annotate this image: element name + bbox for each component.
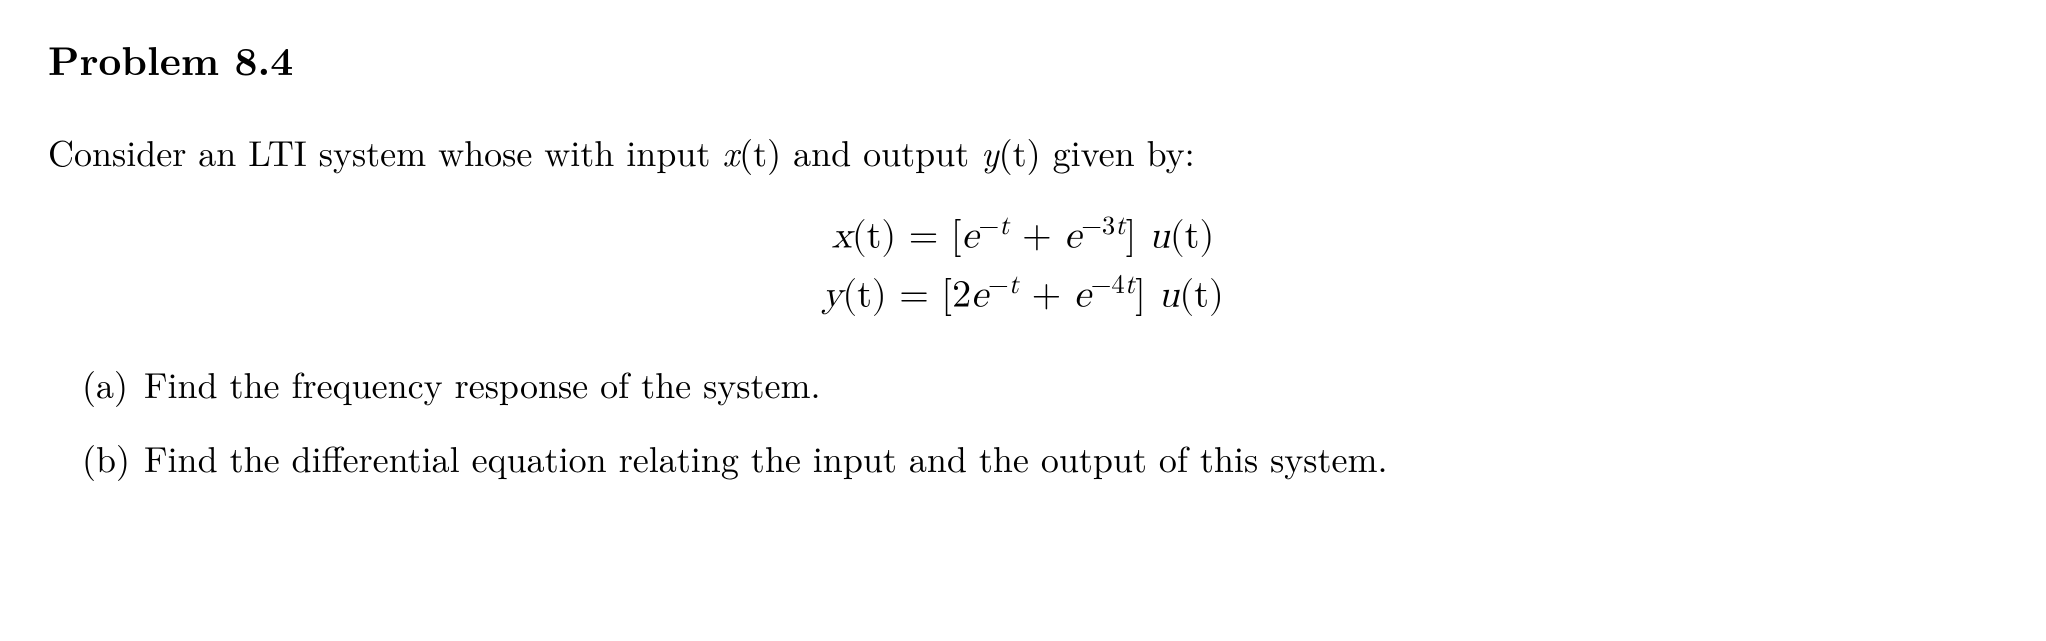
eq2-exp2: −4t: [1091, 273, 1135, 299]
part-a: (a) Find the frequency response of the s…: [82, 360, 1998, 409]
part-a-text: Find the frequency response of the syste…: [144, 360, 820, 409]
eq1-lhs-arg: (t) =: [852, 217, 951, 255]
eq2-rbracket: ]: [1135, 277, 1158, 315]
eq1-rbracket: ]: [1126, 217, 1149, 255]
part-b-label: (b): [82, 434, 130, 483]
eq2-u: u: [1158, 277, 1179, 315]
intro-pre: Consider an LTI system whose with input: [48, 126, 722, 177]
eq2-e1: e: [971, 277, 988, 315]
var-y: y: [981, 126, 999, 177]
var-x-arg: (t): [739, 126, 781, 177]
part-b-text: Find the differential equation relating …: [144, 434, 1387, 483]
eq2-lhs-arg: (t) =: [842, 277, 941, 315]
intro-post: given by:: [1041, 126, 1195, 177]
eq1-u: u: [1149, 217, 1170, 255]
part-a-label: (a): [82, 360, 130, 409]
eq2-plus: +: [1019, 277, 1074, 315]
equation-x: x(t) = [e−t + e−3t] u(t): [48, 207, 1998, 267]
var-y-arg: (t): [999, 126, 1041, 177]
eq1-exp1: −t: [978, 214, 1009, 240]
problem-statement: Consider an LTI system whose with input …: [48, 128, 1998, 177]
part-b: (b) Find the differential equation relat…: [82, 434, 1998, 483]
eq1-lhs-var: x: [832, 217, 852, 255]
eq1-exp2: −3t: [1081, 214, 1125, 240]
equation-y: y(t) = [2e−t + e−4t] u(t): [48, 266, 1998, 326]
equations-block: x(t) = [e−t + e−3t] u(t) y(t) = [2e−t + …: [48, 207, 1998, 326]
subparts: (a) Find the frequency response of the s…: [48, 360, 1998, 483]
problem-title: Problem 8.4: [48, 32, 1998, 86]
eq2-exp1: −t: [988, 273, 1019, 299]
page: Problem 8.4 Consider an LTI system whose…: [0, 0, 2046, 641]
eq2-lhs-var: y: [822, 277, 842, 315]
var-x: x: [722, 126, 739, 177]
eq2-u-arg: (t): [1179, 277, 1223, 315]
eq1-u-arg: (t): [1170, 217, 1214, 255]
eq2-e2: e: [1074, 277, 1091, 315]
eq1-plus: +: [1010, 217, 1065, 255]
eq2-lbracket: [: [941, 277, 952, 315]
eq1-e2: e: [1064, 217, 1081, 255]
eq1-lbracket: [: [951, 217, 962, 255]
eq1-e1: e: [962, 217, 979, 255]
intro-mid: and output: [781, 126, 981, 177]
eq2-coef: 2: [952, 277, 971, 315]
